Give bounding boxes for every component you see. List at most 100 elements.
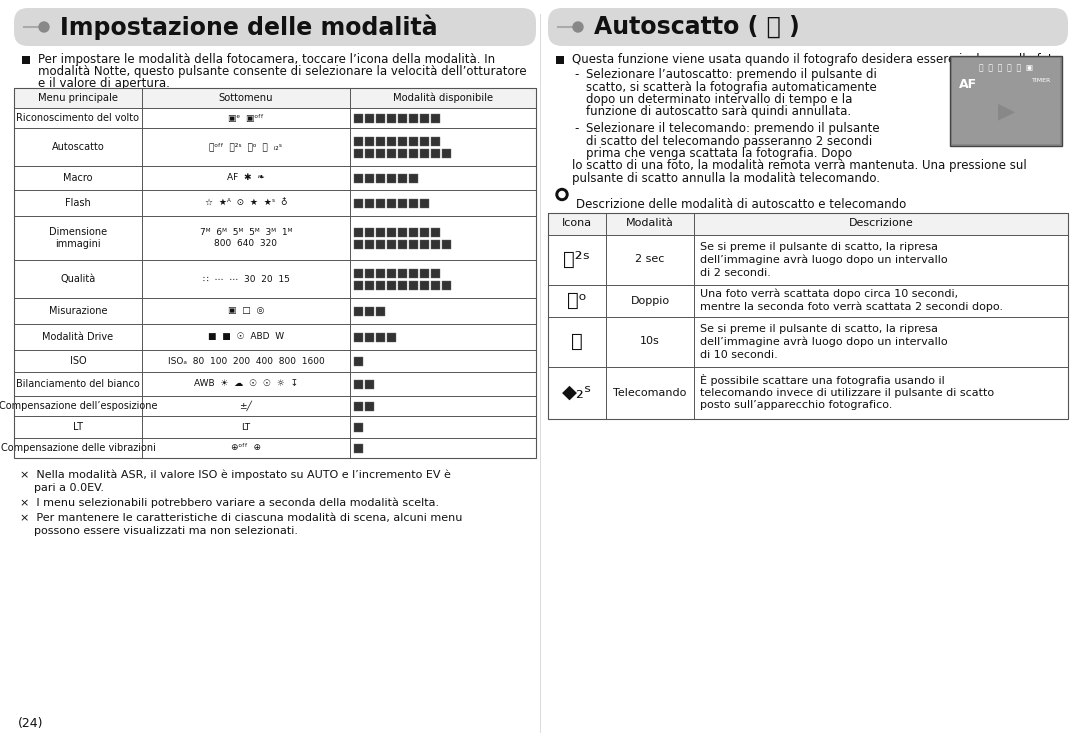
Text: ISOₐ  80  100  200  400  800  1600: ISOₐ 80 100 200 400 800 1600 <box>167 357 324 366</box>
Bar <box>548 213 1068 234</box>
Bar <box>431 280 440 289</box>
Bar <box>409 148 418 157</box>
Bar <box>376 239 384 248</box>
Bar <box>376 137 384 145</box>
Bar <box>399 198 407 207</box>
Bar <box>14 350 536 372</box>
Text: lo scatto di una foto, la modalità remota verrà mantenuta. Una pressione sul: lo scatto di una foto, la modalità remot… <box>572 160 1027 172</box>
Text: ◆₂ˢ: ◆₂ˢ <box>562 383 592 402</box>
Text: AWB  ☀  ☁  ☉  ☉  ☼  ↧: AWB ☀ ☁ ☉ ☉ ☼ ↧ <box>194 380 298 389</box>
Text: e il valore di apertura.: e il valore di apertura. <box>38 77 170 90</box>
Bar <box>354 137 363 145</box>
Bar <box>399 174 407 183</box>
Text: -: - <box>573 68 579 81</box>
Bar <box>431 137 440 145</box>
Text: ඞᵒ: ඞᵒ <box>567 291 586 310</box>
Text: ඞ  ඞ  ඞ  ඞ  ඞ  ▣: ඞ ඞ ඞ ඞ ඞ ▣ <box>978 63 1034 72</box>
Bar <box>365 307 374 316</box>
Bar <box>354 380 363 389</box>
Text: di 10 secondi.: di 10 secondi. <box>700 349 778 360</box>
Text: AF: AF <box>959 78 977 90</box>
Bar <box>365 148 374 157</box>
FancyBboxPatch shape <box>548 8 1068 46</box>
Bar <box>399 228 407 236</box>
Bar <box>365 239 374 248</box>
Text: Riconoscimento del volto: Riconoscimento del volto <box>16 113 139 123</box>
Bar <box>14 416 536 438</box>
Bar <box>431 239 440 248</box>
Bar <box>14 190 536 216</box>
Bar <box>387 174 396 183</box>
Text: ▣ᵉ  ▣ᵒᶠᶠ: ▣ᵉ ▣ᵒᶠᶠ <box>228 113 264 122</box>
Text: Autoscatto ( ඞ ): Autoscatto ( ඞ ) <box>594 15 800 39</box>
Bar <box>420 113 429 122</box>
Text: TIMER: TIMER <box>1032 78 1052 83</box>
Text: Autoscatto: Autoscatto <box>52 142 105 152</box>
Bar <box>387 333 396 342</box>
Bar <box>14 88 536 108</box>
Bar <box>354 148 363 157</box>
Text: Dimensione
immagini: Dimensione immagini <box>49 228 107 249</box>
Bar <box>442 239 451 248</box>
Bar <box>365 137 374 145</box>
Circle shape <box>559 192 565 198</box>
Text: scatto, si scatterà la fotografia automaticamente: scatto, si scatterà la fotografia automa… <box>586 81 877 93</box>
Bar <box>431 148 440 157</box>
Bar <box>354 422 363 431</box>
Bar <box>409 137 418 145</box>
Bar <box>951 58 1059 144</box>
Text: Selezionare il telecomando: premendo il pulsante: Selezionare il telecomando: premendo il … <box>586 122 879 135</box>
Bar <box>387 269 396 278</box>
Bar <box>548 234 1068 284</box>
Bar <box>548 284 1068 316</box>
Bar <box>431 228 440 236</box>
Text: ⊕ᵒᶠᶠ  ⊕: ⊕ᵒᶠᶠ ⊕ <box>231 444 261 453</box>
Bar <box>14 88 536 458</box>
Bar <box>387 113 396 122</box>
Bar <box>399 280 407 289</box>
Text: funzione di autoscatto sarà quindi annullata.: funzione di autoscatto sarà quindi annul… <box>586 105 851 119</box>
Text: Compensazione dell’esposizione: Compensazione dell’esposizione <box>0 401 158 411</box>
Bar <box>365 401 374 410</box>
Bar <box>399 239 407 248</box>
Bar <box>399 113 407 122</box>
Bar <box>387 148 396 157</box>
Text: Menu principale: Menu principale <box>38 93 118 103</box>
Bar <box>376 198 384 207</box>
Bar <box>354 280 363 289</box>
Bar <box>365 198 374 207</box>
Bar <box>376 333 384 342</box>
Bar <box>409 280 418 289</box>
Bar <box>376 280 384 289</box>
Bar <box>354 401 363 410</box>
Text: prima che venga scattata la fotografia. Dopo: prima che venga scattata la fotografia. … <box>586 147 852 160</box>
Bar <box>354 333 363 342</box>
Text: Questa funzione viene usata quando il fotografo desidera essere incluso nella fo: Questa funzione viene usata quando il fo… <box>572 53 1063 66</box>
Bar <box>14 396 536 416</box>
Text: Una foto verrà scattata dopo circa 10 secondi,: Una foto verrà scattata dopo circa 10 se… <box>700 289 958 299</box>
Text: Compensazione delle vibrazioni: Compensazione delle vibrazioni <box>1 443 156 453</box>
Bar <box>420 137 429 145</box>
Bar <box>354 444 363 453</box>
Text: ඞ²ˢ: ඞ²ˢ <box>564 250 591 269</box>
Bar <box>399 137 407 145</box>
Bar <box>399 269 407 278</box>
Bar <box>365 174 374 183</box>
Bar <box>420 280 429 289</box>
Bar <box>409 174 418 183</box>
Text: Sottomenu: Sottomenu <box>219 93 273 103</box>
Bar <box>354 239 363 248</box>
Bar <box>387 137 396 145</box>
Text: Modalità disponibile: Modalità disponibile <box>393 93 494 103</box>
Bar <box>409 228 418 236</box>
Bar <box>420 228 429 236</box>
Text: AF  ✱  ❧: AF ✱ ❧ <box>227 174 265 183</box>
Text: Macro: Macro <box>64 173 93 183</box>
Bar <box>442 280 451 289</box>
Bar <box>431 113 440 122</box>
Text: modalità Notte, questo pulsante consente di selezionare la velocità dell’otturat: modalità Notte, questo pulsante consente… <box>38 65 527 78</box>
Text: di scatto del telecomando passeranno 2 secondi: di scatto del telecomando passeranno 2 s… <box>586 134 873 148</box>
Text: ×  Per mantenere le caratteristiche di ciascuna modalità di scena, alcuni menu: × Per mantenere le caratteristiche di ci… <box>21 513 462 523</box>
Text: Doppio: Doppio <box>631 295 670 306</box>
Bar <box>548 316 1068 366</box>
